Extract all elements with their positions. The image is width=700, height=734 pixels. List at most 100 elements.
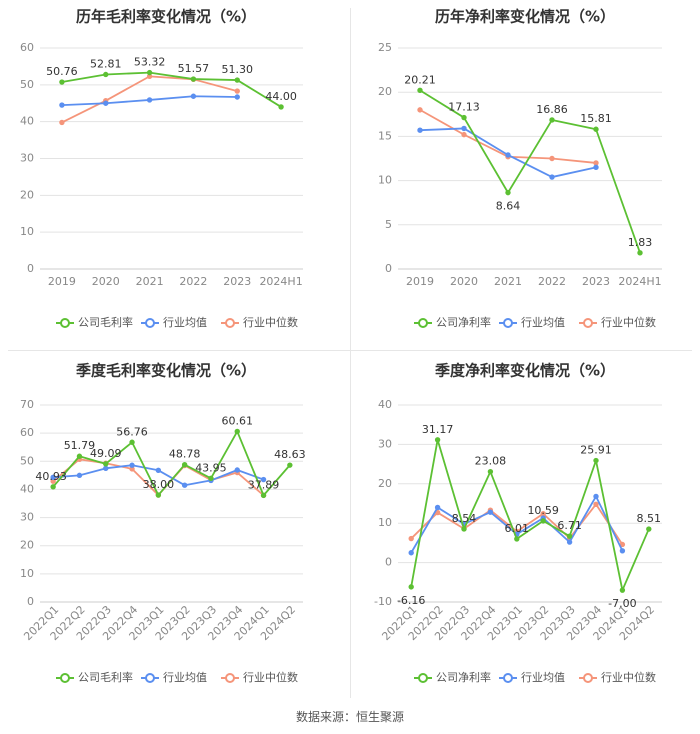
data-point bbox=[155, 467, 162, 473]
data-point bbox=[129, 462, 135, 468]
legend: 公司毛利率 行业均值 行业中位数 bbox=[56, 670, 298, 684]
data-point bbox=[234, 467, 240, 473]
data-point bbox=[103, 465, 109, 472]
y-tick-label: 0 bbox=[27, 262, 34, 275]
y-tick-label: 10 bbox=[378, 516, 392, 529]
data-label: 51.57 bbox=[178, 62, 210, 75]
data-point bbox=[593, 164, 599, 171]
data-label: 40.93 bbox=[35, 470, 67, 483]
data-label: 20.21 bbox=[404, 73, 436, 86]
data-point bbox=[234, 94, 240, 100]
y-tick-label: 30 bbox=[20, 152, 34, 165]
data-label: 8.51 bbox=[637, 512, 662, 525]
series-company bbox=[59, 69, 284, 110]
legend-label: 行业均值 bbox=[163, 316, 207, 329]
data-label: 17.13 bbox=[448, 101, 480, 114]
data-point bbox=[593, 457, 599, 464]
y-tick-label: 40 bbox=[20, 115, 34, 128]
data-point bbox=[408, 550, 414, 556]
data-point bbox=[50, 474, 56, 481]
data-label: 1.83 bbox=[628, 236, 653, 249]
data-point bbox=[76, 453, 83, 459]
y-tick-label: 0 bbox=[27, 595, 34, 608]
data-point bbox=[593, 501, 599, 507]
data-point bbox=[234, 88, 240, 94]
data-source-note: 数据来源：恒生聚源 bbox=[295, 710, 404, 724]
data-point bbox=[155, 492, 162, 498]
legend-label: 行业中位数 bbox=[601, 670, 656, 684]
legend: 公司毛利率 行业均值 行业中位数 bbox=[56, 315, 298, 329]
chart-annual-net: 历年净利率变化情况（%） 0 5 10 15 20 25 2019 2020 2021 2022 20… bbox=[378, 8, 662, 329]
data-label: 52.81 bbox=[90, 57, 122, 70]
legend-label: 行业均值 bbox=[163, 671, 207, 684]
legend-swatch-marker bbox=[418, 673, 428, 683]
data-point bbox=[593, 493, 599, 500]
data-point bbox=[260, 492, 267, 499]
series-industry_avg bbox=[59, 93, 240, 108]
data-label: 25.91 bbox=[580, 444, 612, 457]
y-tick-label: 50 bbox=[20, 78, 34, 91]
series-industry_avg bbox=[417, 125, 599, 180]
data-point bbox=[417, 127, 423, 133]
y-tick-label: 0 bbox=[385, 262, 392, 275]
data-point bbox=[646, 526, 652, 532]
data-point bbox=[434, 437, 441, 443]
legend-swatch-marker bbox=[418, 318, 428, 328]
y-tick-label: 40 bbox=[378, 398, 392, 411]
data-point bbox=[146, 69, 153, 76]
data-label: 48.63 bbox=[274, 448, 306, 461]
data-label: -7.00 bbox=[608, 597, 636, 610]
y-tick-label: 20 bbox=[378, 477, 392, 490]
y-tick-label: 10 bbox=[20, 567, 34, 580]
data-label: 49.09 bbox=[90, 447, 122, 460]
chart-quarterly-net: 季度净利率变化情况（%）-100102030402022Q12022Q22022… bbox=[374, 362, 662, 684]
legend-swatch-marker bbox=[60, 673, 70, 683]
legend-swatch-marker bbox=[225, 318, 235, 328]
data-point bbox=[278, 104, 284, 110]
data-label: 8.64 bbox=[496, 200, 521, 213]
data-label: 6.01 bbox=[505, 522, 530, 535]
data-point bbox=[566, 533, 573, 539]
legend-swatch-marker bbox=[503, 318, 513, 328]
series-company bbox=[417, 87, 643, 256]
x-tick-label: 2021 bbox=[136, 275, 164, 288]
chart-title: 历年毛利率变化情况（%） bbox=[76, 8, 256, 26]
data-label: 60.61 bbox=[222, 414, 254, 427]
data-point bbox=[181, 462, 188, 468]
y-tick-label: 30 bbox=[20, 511, 34, 524]
data-point bbox=[103, 100, 109, 106]
data-point bbox=[417, 107, 423, 113]
legend-swatch-marker bbox=[583, 318, 593, 328]
data-point bbox=[461, 114, 467, 121]
x-tick-label: 2023 bbox=[223, 275, 251, 288]
y-tick-label: 40 bbox=[20, 482, 34, 495]
data-label: 6.71 bbox=[557, 519, 582, 532]
data-label: 10.59 bbox=[527, 504, 559, 517]
horizontal-divider bbox=[8, 350, 692, 351]
chart-title: 历年净利率变化情况（%） bbox=[435, 8, 615, 26]
legend-label: 行业中位数 bbox=[601, 315, 656, 329]
legend-swatch-marker bbox=[145, 673, 155, 683]
y-tick-label: 25 bbox=[378, 41, 392, 54]
data-point bbox=[181, 482, 188, 488]
data-point bbox=[50, 484, 56, 490]
legend-label: 行业均值 bbox=[521, 316, 565, 329]
y-tick-label: 10 bbox=[378, 174, 392, 187]
data-point bbox=[260, 476, 267, 483]
data-label: 51.79 bbox=[64, 439, 96, 452]
legend: 公司净利率 行业均值 行业中位数 bbox=[414, 670, 656, 684]
legend-swatch-marker bbox=[503, 673, 513, 683]
data-point bbox=[234, 77, 240, 83]
data-label: 51.30 bbox=[222, 63, 254, 76]
series-line bbox=[419, 89, 641, 254]
y-tick-label: 20 bbox=[378, 85, 392, 98]
x-tick-label: 2022 bbox=[538, 275, 566, 288]
x-tick-label: 2020 bbox=[92, 275, 120, 288]
data-label: 37.89 bbox=[248, 478, 280, 491]
legend-swatch-marker bbox=[60, 318, 70, 328]
x-tick-label: 2021 bbox=[494, 275, 522, 288]
data-point bbox=[461, 125, 467, 132]
x-tick-label: 2019 bbox=[406, 275, 434, 288]
data-label: 43.95 bbox=[195, 461, 227, 474]
